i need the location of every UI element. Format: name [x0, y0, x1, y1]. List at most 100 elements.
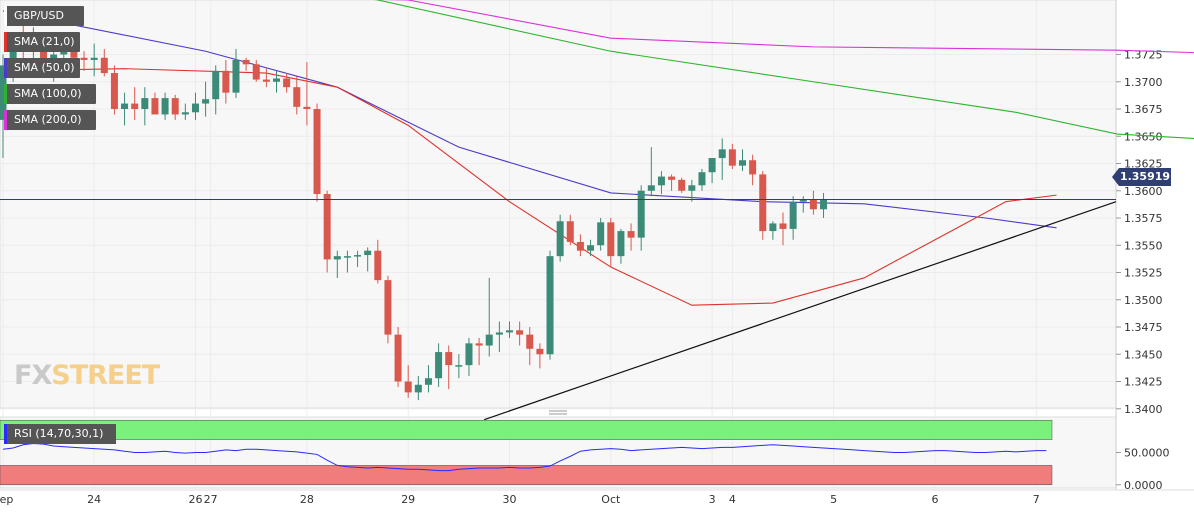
candle-body: [779, 223, 787, 229]
candle-body: [121, 103, 129, 109]
candle-body: [161, 98, 169, 115]
candle-body: [738, 160, 746, 166]
candle-body: [212, 70, 220, 100]
current-price-tag: 1.35919: [1112, 168, 1171, 186]
candle-body: [728, 149, 736, 166]
candle-body: [678, 179, 686, 191]
candle-body: [526, 334, 534, 349]
sma100-line: [373, 0, 1194, 139]
candle-body: [506, 330, 513, 333]
candle-body: [303, 106, 311, 109]
candle-body: [536, 348, 544, 355]
x-tick-label: 6: [931, 493, 938, 506]
candle-body: [759, 174, 767, 232]
legend-swatch: [4, 58, 7, 78]
candle-body: [546, 256, 554, 355]
candle-body: [384, 280, 392, 335]
x-tick-label: Sep: [0, 493, 13, 506]
candle-body: [90, 57, 98, 60]
candle-body: [242, 59, 250, 65]
y-tick-label: 1.3450: [1124, 348, 1163, 361]
candle-body: [435, 352, 443, 379]
x-tick-label: 7: [1033, 493, 1040, 506]
sma200-line: [378, 0, 1194, 54]
y-tick-label: 1.3475: [1124, 321, 1163, 334]
candle-body: [445, 352, 453, 366]
candle-body: [749, 160, 757, 175]
candle-body: [668, 176, 676, 180]
legend-swatch: [4, 6, 7, 26]
rsi-overbought-zone: [0, 419, 1053, 440]
candle-body: [80, 57, 88, 60]
legend-item-1: SMA (21,0): [4, 32, 80, 52]
candle-body: [556, 221, 564, 257]
y-tick-label: 1.3700: [1124, 76, 1163, 89]
candle-body: [455, 365, 463, 367]
candle-body: [809, 199, 817, 210]
legend-item-4: SMA (200,0): [4, 110, 96, 130]
candle-body: [354, 255, 362, 257]
x-tick-label: 3: [709, 493, 716, 506]
candle-body: [50, 54, 58, 60]
candle-body: [485, 334, 493, 346]
x-tick-label: 30: [503, 493, 517, 506]
trendline: [483, 201, 1117, 421]
rsi-indicator-label: RSI (14,70,30,1): [4, 424, 116, 444]
x-tick-label: Oct: [601, 493, 621, 506]
candle-body: [0, 65, 7, 120]
rsi-line: [2, 442, 1047, 472]
candle-body: [769, 223, 777, 232]
rsi-y-tick-label: 0.0000: [1124, 479, 1163, 492]
y-tick-label: 1.3650: [1124, 130, 1163, 143]
candle-body: [495, 332, 503, 335]
y-tick-label: 1.3400: [1124, 403, 1163, 416]
fxstreet-logo: FXSTREET: [14, 360, 160, 391]
candle-body: [171, 98, 179, 115]
x-tick-label: 27: [204, 493, 218, 506]
x-tick-label: 26: [188, 493, 202, 506]
candle-body: [627, 231, 635, 238]
x-tick-label: 24: [87, 493, 101, 506]
candle-body: [688, 185, 696, 191]
candle-body: [587, 245, 595, 251]
legend-label: GBP/USD: [14, 9, 64, 22]
candle-body: [131, 103, 139, 109]
rsi-y-tick-label: 50.0000: [1124, 447, 1170, 460]
candle-body: [475, 343, 483, 346]
candle-body: [374, 250, 382, 281]
candle-body: [698, 172, 706, 186]
legend-swatch: [4, 84, 7, 104]
candle-body: [414, 384, 422, 393]
candle-body: [657, 176, 665, 186]
legend-label: SMA (21,0): [14, 35, 75, 48]
candle-body: [222, 70, 230, 93]
candle-body: [333, 256, 341, 260]
candle-body: [364, 250, 372, 256]
candle-body: [232, 59, 240, 93]
legend-swatch: [4, 32, 7, 52]
x-tick-label: 5: [830, 493, 837, 506]
candle-body: [323, 194, 331, 260]
candle-body: [516, 330, 524, 335]
candle-body: [252, 64, 260, 80]
candle-body: [597, 222, 605, 246]
candle-body: [141, 98, 149, 109]
legend-swatch: [4, 110, 7, 130]
legend-item-2: SMA (50,0): [4, 58, 80, 78]
logo-fx: FX: [14, 360, 52, 391]
rsi-label-text: RSI (14,70,30,1): [14, 427, 104, 440]
candle-body: [424, 378, 432, 385]
candle-body: [394, 334, 402, 382]
candle-body: [202, 99, 210, 104]
rsi-oversold-zone: [0, 465, 1053, 486]
candle-body: [404, 381, 412, 393]
legend-label: SMA (100,0): [14, 87, 82, 100]
candle-body: [820, 199, 828, 210]
y-tick-label: 1.3550: [1124, 239, 1163, 252]
candle-body: [789, 201, 797, 229]
y-tick-label: 1.3425: [1124, 376, 1163, 389]
candle-body: [343, 256, 351, 258]
logo-street: STREET: [51, 360, 160, 391]
candle-body: [273, 78, 281, 82]
